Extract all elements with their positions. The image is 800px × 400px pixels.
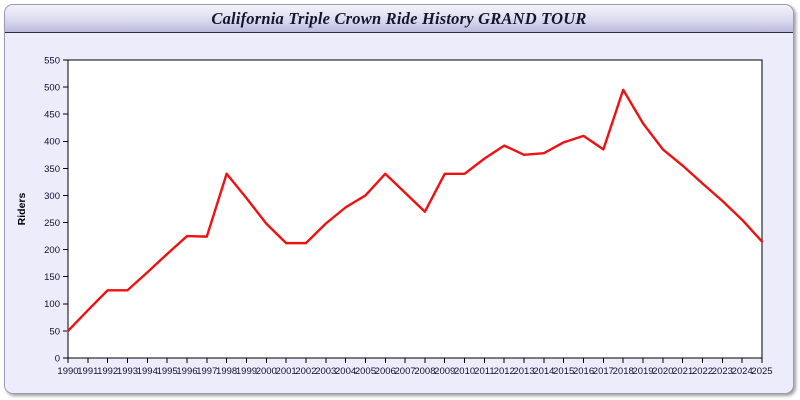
x-tick-label: 1997: [196, 366, 217, 377]
x-tick-label: 2025: [751, 366, 772, 377]
y-tick-label: 550: [44, 55, 60, 66]
x-tick-label: 1996: [176, 366, 197, 377]
x-tick-label: 2013: [513, 366, 534, 377]
x-tick-label: 2008: [414, 366, 435, 377]
x-tick-label: 2010: [454, 366, 475, 377]
x-tick-label: 1995: [157, 366, 178, 377]
x-tick-label: 2009: [434, 366, 455, 377]
x-axis-ticks: 1990199119921993199419951996199719981999…: [57, 358, 773, 377]
plot-frame: [67, 59, 763, 359]
y-tick-label: 500: [44, 82, 60, 93]
x-tick-label: 2012: [494, 366, 515, 377]
x-tick-label: 2019: [632, 366, 653, 377]
x-tick-label: 2021: [672, 366, 693, 377]
x-tick-label: 2000: [256, 366, 277, 377]
x-tick-label: 1993: [117, 366, 138, 377]
x-tick-label: 2014: [533, 366, 554, 377]
y-tick-label: 400: [44, 137, 60, 148]
x-tick-label: 2024: [732, 366, 753, 377]
x-tick-label: 2018: [613, 366, 634, 377]
x-tick-label: 2006: [375, 366, 396, 377]
y-tick-label: 100: [44, 299, 60, 310]
y-axis-ticks: 0 50 100 150 200 250 300 350 400 450 500 550: [44, 55, 68, 364]
y-tick-label: 450: [44, 110, 60, 121]
x-tick-label: 2011: [474, 366, 494, 377]
window-title-bar: California Triple Crown Ride History GRA…: [5, 5, 793, 33]
x-tick-label: 2002: [295, 366, 316, 377]
chart-window: California Triple Crown Ride History GRA…: [4, 4, 794, 394]
x-tick-label: 2023: [712, 366, 733, 377]
x-tick-label: 2022: [692, 366, 713, 377]
x-tick-label: 2017: [593, 366, 614, 377]
x-tick-label: 1991: [77, 366, 98, 377]
x-tick-label: 1992: [97, 366, 118, 377]
x-tick-label: 2007: [395, 366, 416, 377]
x-tick-label: 2016: [573, 366, 594, 377]
x-tick-label: 2003: [315, 366, 336, 377]
x-tick-label: 2005: [355, 366, 376, 377]
y-tick-label: 50: [49, 326, 60, 337]
x-tick-label: 2004: [335, 366, 356, 377]
x-tick-label: 1999: [236, 366, 257, 377]
chart-plot-area: 0 50 100 150 200 250 300 350 400 450 500 550 1990 19…: [5, 34, 793, 393]
y-tick-label: 350: [44, 164, 60, 175]
riders-series-line: [66, 88, 764, 333]
x-tick-label: 1998: [216, 366, 237, 377]
x-tick-label: 1990: [57, 366, 78, 377]
y-axis-title: Riders: [16, 193, 28, 226]
x-tick-label: 2015: [553, 366, 574, 377]
y-tick-label: 150: [44, 272, 60, 283]
y-tick-label: 0: [55, 353, 60, 364]
y-tick-label: 300: [44, 191, 60, 202]
x-tick-label: 2001: [276, 366, 297, 377]
y-tick-label: 250: [44, 218, 60, 229]
page-title: California Triple Crown Ride History GRA…: [211, 8, 587, 28]
x-tick-label: 1994: [137, 366, 158, 377]
y-tick-label: 200: [44, 245, 60, 256]
x-tick-label: 2020: [652, 366, 673, 377]
